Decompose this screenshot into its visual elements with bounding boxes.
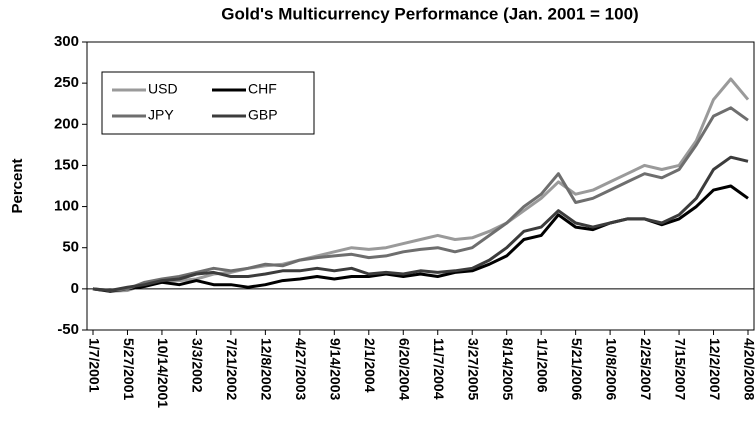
series-line	[92, 155, 749, 292]
x-tick-label: 12/2/2007	[707, 338, 723, 400]
x-tick-label: 7/21/2002	[224, 338, 240, 400]
x-tick-label: 4/27/2003	[293, 338, 309, 400]
x-tick-label: 4/20/2008	[741, 338, 755, 400]
x-tick-label: 2/25/2007	[638, 338, 654, 400]
x-tick-label: 12/8/2002	[259, 338, 275, 400]
legend-label: JPY	[148, 107, 174, 123]
x-tick-label: 3/27/2005	[466, 338, 482, 400]
y-tick-label: -50	[57, 321, 79, 338]
x-tick-label: 9/14/2003	[328, 338, 344, 400]
x-tick-label: 11/7/2004	[431, 338, 447, 400]
x-tick-label: 8/14/2005	[500, 338, 516, 400]
x-tick-label: 10/8/2006	[603, 338, 619, 400]
y-tick-label: 250	[54, 74, 79, 91]
x-tick-label: 5/21/2006	[569, 338, 585, 400]
y-tick-label: 300	[54, 33, 79, 50]
y-tick-label: 200	[54, 115, 79, 132]
x-tick-label: 1/1/2006	[534, 338, 550, 393]
legend-label: USD	[148, 81, 178, 97]
y-tick-label: 50	[62, 239, 79, 256]
y-tick-label: 100	[54, 198, 79, 215]
y-tick-label: 0	[71, 280, 79, 297]
legend-label: CHF	[248, 81, 277, 97]
series-line	[92, 106, 749, 292]
plot-area	[86, 41, 755, 331]
x-tick-label: 10/14/2001	[155, 338, 171, 408]
y-tick-label: 150	[54, 156, 79, 173]
x-tick-label: 6/20/2004	[397, 338, 413, 400]
x-tick-label: 5/27/2001	[121, 338, 137, 400]
x-tick-label: 1/7/2001	[86, 338, 102, 393]
series-line	[92, 77, 750, 293]
x-tick-label: 3/3/2002	[190, 338, 206, 393]
legend-label: GBP	[248, 107, 278, 123]
chart-title: Gold's Multicurrency Performance (Jan. 2…	[221, 4, 638, 23]
legend-box	[101, 71, 315, 135]
x-tick-label: 7/15/2007	[672, 338, 688, 400]
y-axis-label: Percent	[9, 158, 26, 213]
x-tick-label: 2/1/2004	[362, 338, 378, 393]
